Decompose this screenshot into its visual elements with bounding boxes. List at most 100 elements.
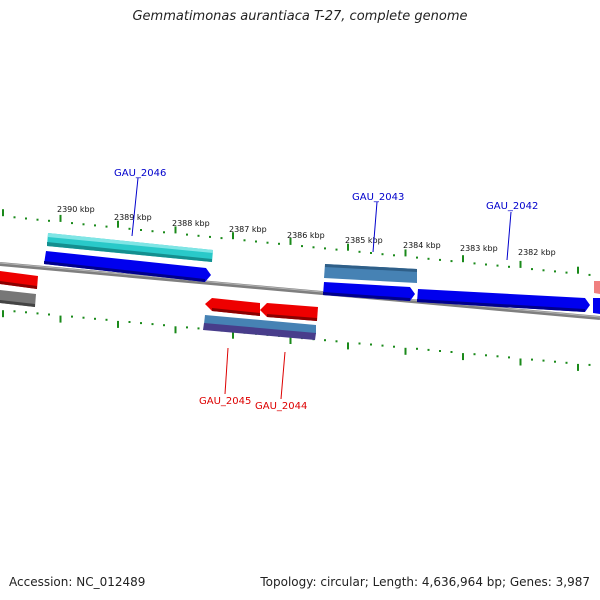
tick-label: 2389 kbp [114,213,152,222]
cds-blue-middle[interactable] [323,282,415,301]
minor-tick [186,233,188,236]
minor-tick [554,360,556,363]
minor-tick [588,363,591,366]
major-tick [289,337,292,344]
cds-gau-2044[interactable] [260,303,318,321]
minor-tick [324,247,326,250]
minor-tick [71,315,73,318]
minor-tick [197,327,200,330]
minor-tick [496,264,499,267]
major-tick [404,347,407,355]
minor-tick [531,358,533,361]
genome-backbone-highlight [0,262,600,318]
tick-label: 2388 kbp [172,219,210,228]
minor-tick [542,359,545,362]
minor-tick [416,347,418,350]
minor-tick [82,316,85,319]
minor-tick [393,254,395,257]
tick-label: 2390 kbp [57,205,95,214]
minor-tick [140,322,142,325]
cds-purple-lower[interactable] [203,323,316,340]
minor-tick [554,270,556,273]
cds-red-left-edge[interactable] [0,271,38,289]
gene-label-gau-2044[interactable]: GAU_2044 [255,401,307,412]
major-tick [232,232,234,240]
minor-tick [128,321,131,323]
minor-tick [128,227,131,230]
major-tick [232,331,234,339]
minor-tick [82,223,85,226]
tick-label: 2382 kbp [518,248,556,257]
minor-tick [485,263,487,266]
genome-summary-text: Topology: circular; Length: 4,636,964 bp… [260,575,590,589]
minor-tick [312,246,315,249]
gene-label-gau-2045[interactable]: GAU_2045 [199,396,251,407]
minor-tick [473,262,476,265]
tick-label: 2384 kbp [403,241,441,250]
leader-gau-2046 [131,177,139,237]
minor-tick [163,324,165,327]
minor-tick [197,234,200,237]
cds-gau-2042[interactable] [417,289,590,312]
gene-label-gau-2046[interactable]: GAU_2046 [114,168,166,179]
major-tick [519,358,522,366]
cds-steel-lower[interactable] [204,315,316,334]
major-tick [174,226,177,234]
minor-tick [36,218,39,221]
cds-gray-left-edge[interactable] [0,290,36,307]
major-tick [117,320,119,328]
minor-tick [508,356,510,359]
minor-tick [427,257,430,260]
major-tick [462,255,464,263]
minor-tick [48,219,50,222]
minor-tick [565,271,568,274]
cds-blue-left[interactable] [44,251,211,282]
minor-tick [301,245,303,248]
tick-label: 2383 kbp [460,244,498,253]
minor-tick [25,311,27,314]
map-title: Gemmatimonas aurantiaca T-27, complete g… [132,9,468,24]
minor-tick [13,310,16,313]
minor-tick [186,326,188,329]
minor-tick [335,248,338,251]
minor-tick [542,269,545,272]
cds-pink-right-edge[interactable] [594,281,600,294]
major-tick [577,363,579,371]
minor-tick [48,313,50,316]
leader-gau-2045 [224,347,229,395]
minor-tick [370,252,372,254]
minor-tick [151,323,154,326]
major-tick [289,237,292,245]
gene-label-gau-2043[interactable]: GAU_2043 [352,192,404,203]
major-tick [2,310,4,318]
minor-tick [416,256,418,259]
cds-gau-2045[interactable] [205,298,260,316]
minor-tick [266,241,269,244]
minor-tick [565,361,568,364]
minor-tick [71,222,73,225]
minor-tick [151,230,154,233]
minor-tick [324,339,326,342]
minor-tick [278,242,280,245]
major-tick [519,260,522,268]
minor-tick [105,225,108,228]
major-tick [347,342,349,350]
leader-gau-2043 [372,201,378,253]
cds-gau-2043[interactable] [324,264,417,283]
minor-tick [450,351,453,353]
leader-gau-2044 [280,351,286,400]
minor-tick [427,348,430,351]
accession-text: Accession: NC_012489 [9,575,146,589]
minor-tick [358,250,361,253]
cds-gau-2046[interactable] [47,233,213,262]
leader-gau-2042 [506,211,512,261]
major-tick [59,214,62,222]
major-tick [59,315,62,323]
minor-tick [220,237,223,240]
cds-blue-right-edge[interactable] [593,298,600,314]
minor-tick [508,265,510,268]
major-tick [404,249,407,257]
gene-label-gau-2042[interactable]: GAU_2042 [486,201,538,212]
